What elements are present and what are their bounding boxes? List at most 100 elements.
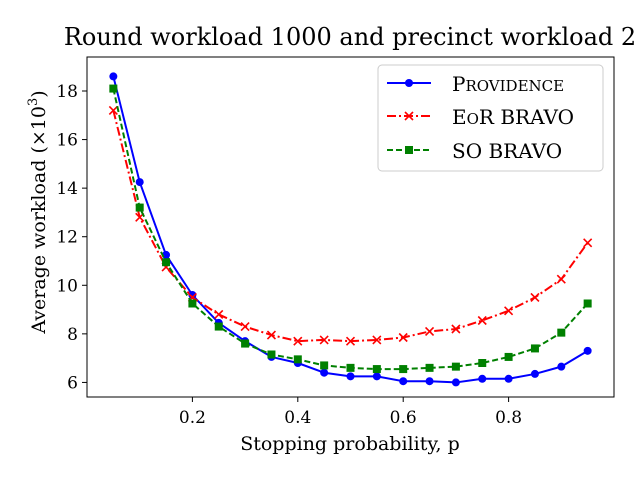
data-point-so-bravo — [557, 328, 566, 337]
y-axis-label-text: Average workload (×10 — [28, 106, 50, 335]
data-point-providence — [425, 377, 434, 386]
data-point-stroke — [214, 309, 224, 319]
data-point-eor-bravo — [266, 330, 277, 340]
chart-title: Round workload 1000 and precinct workloa… — [64, 23, 636, 51]
data-point-eor-bravo — [214, 309, 224, 319]
plot-frame — [86, 56, 615, 398]
data-point-so-bravo — [320, 361, 329, 370]
legend-entry-so-bravo: SO BRAVO — [387, 139, 562, 163]
data-point-so-bravo — [214, 322, 223, 331]
data-point-stroke — [293, 336, 303, 346]
x-tick-label: 0.8 — [495, 408, 522, 428]
data-point-stroke — [266, 330, 277, 340]
data-point-eor-bravo — [477, 315, 487, 326]
data-point-so-bravo — [188, 299, 197, 308]
x-tick-label: 0.2 — [179, 408, 206, 428]
y-axis-label: Average workload (×103) — [26, 90, 50, 334]
legend-label-providence-rest: ROVIDENCE — [465, 77, 564, 95]
legend-label-eor-e: E — [452, 105, 467, 129]
legend-entry-providence: PROVIDENCE — [387, 72, 564, 96]
legend-label-eor-bravo: EOR BRAVO — [452, 105, 574, 129]
data-point-stroke — [477, 315, 487, 326]
data-point-eor-bravo — [372, 335, 382, 345]
y-tick-label: 10 — [56, 276, 78, 296]
data-point-so-bravo — [135, 203, 144, 212]
data-point-stroke — [451, 324, 461, 334]
data-point-so-bravo — [372, 365, 381, 374]
y-tick-label: 8 — [67, 325, 78, 345]
y-tick-label: 12 — [56, 228, 78, 248]
data-point-eor-bravo — [108, 105, 118, 115]
series-so-bravo — [109, 84, 592, 374]
data-point-stroke — [530, 292, 540, 302]
data-point-eor-bravo — [398, 332, 408, 343]
data-point-eor-bravo — [293, 336, 303, 346]
data-point-eor-bravo — [556, 274, 566, 284]
data-point-stroke — [108, 105, 118, 115]
data-point-so-bravo — [162, 258, 171, 267]
data-point-stroke — [398, 332, 408, 343]
series-layer — [108, 72, 593, 387]
y-tick-label: 18 — [56, 82, 78, 102]
data-point-providence — [320, 368, 329, 377]
data-point-providence — [530, 369, 539, 378]
legend-label-providence-initial: P — [452, 72, 465, 96]
legend-label-eor-rest: BRAVO — [494, 105, 574, 129]
data-point-providence — [451, 378, 460, 387]
data-point-so-bravo — [451, 362, 460, 371]
data-point-providence — [583, 346, 592, 355]
data-point-stroke — [583, 238, 593, 248]
x-tick-label: 0.6 — [390, 408, 417, 428]
data-point-so-bravo — [425, 363, 434, 372]
data-point-providence — [504, 374, 513, 383]
data-point-stroke — [345, 336, 356, 346]
data-point-so-bravo — [530, 344, 539, 353]
x-axis-label: Stopping probability, p — [240, 433, 460, 455]
data-point-eor-bravo — [530, 292, 540, 302]
y-tick-label: 16 — [56, 131, 78, 151]
y-tick-label: 14 — [56, 179, 78, 199]
y-tick-label: 6 — [67, 373, 78, 393]
legend: PROVIDENCE EOR BRAVO SO BRAVO — [377, 64, 604, 172]
data-point-eor-bravo — [424, 326, 435, 336]
data-point-eor-bravo — [345, 336, 356, 346]
legend-label-eor-r: R — [479, 105, 495, 129]
data-point-stroke — [319, 335, 329, 345]
data-point-providence — [557, 362, 566, 371]
data-point-so-bravo — [267, 350, 276, 359]
data-point-providence — [372, 372, 381, 381]
data-point-eor-bravo — [583, 238, 593, 248]
x-tick-label: 0.4 — [284, 408, 311, 428]
data-point-stroke — [504, 306, 514, 316]
data-point-providence — [399, 377, 408, 386]
data-point-so-bravo — [504, 352, 513, 361]
legend-label-eor-o: O — [467, 110, 479, 128]
series-eor-bravo — [108, 105, 593, 346]
data-point-stroke — [424, 326, 435, 336]
data-point-so-bravo — [478, 359, 487, 367]
legend-entry-eor-bravo: EOR BRAVO — [387, 105, 574, 129]
data-point-so-bravo — [346, 363, 355, 372]
data-point-so-bravo — [293, 355, 302, 364]
legend-box — [377, 64, 604, 172]
y-axis-label-exponent: 3 — [26, 98, 41, 106]
y-axis-label-close: ) — [28, 90, 50, 97]
data-point-so-bravo — [399, 365, 408, 374]
data-point-eor-bravo — [240, 322, 250, 332]
data-point-stroke — [240, 322, 250, 332]
legend-marker-eor-bravo — [404, 111, 414, 121]
data-point-stroke — [556, 274, 566, 284]
data-point-eor-bravo — [319, 335, 329, 345]
data-point-so-bravo — [241, 339, 250, 348]
legend-marker-providence — [405, 79, 413, 87]
data-point-so-bravo — [109, 84, 118, 93]
data-point-so-bravo — [583, 299, 592, 308]
data-point-providence — [135, 178, 144, 187]
legend-label-providence: PROVIDENCE — [452, 72, 564, 96]
data-point-providence — [346, 372, 355, 381]
data-point-eor-bravo — [451, 324, 461, 334]
data-point-eor-bravo — [504, 306, 514, 316]
data-point-stroke — [372, 335, 382, 345]
data-point-providence — [109, 72, 118, 81]
